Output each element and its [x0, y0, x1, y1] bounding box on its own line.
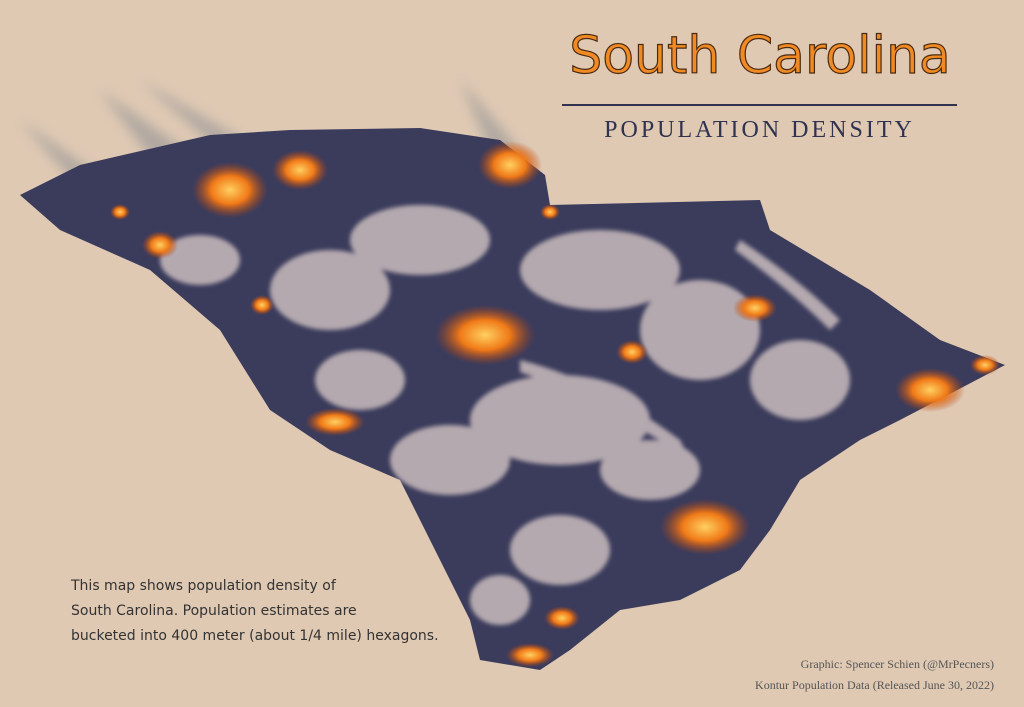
- description-line: bucketed into 400 meter (about 1/4 mile)…: [71, 628, 439, 644]
- title-rule: [562, 104, 957, 106]
- population-hotspots: [110, 141, 1000, 667]
- credit-line: Graphic: Spencer Schien (@MrPecners): [800, 657, 994, 671]
- description-line: South Carolina. Population estimates are: [71, 603, 357, 619]
- shadows: [20, 80, 520, 200]
- credit-line: Kontur Population Data (Released June 30…: [755, 678, 994, 692]
- description: This map shows population density of Sou…: [71, 574, 439, 649]
- description-line: This map shows population density of: [71, 578, 336, 594]
- subtitle: POPULATION DENSITY: [604, 117, 915, 143]
- light-terrain: [160, 205, 850, 625]
- credits: Graphic: Spencer Schien (@MrPecners) Kon…: [755, 654, 994, 696]
- title: South Carolina: [569, 25, 952, 86]
